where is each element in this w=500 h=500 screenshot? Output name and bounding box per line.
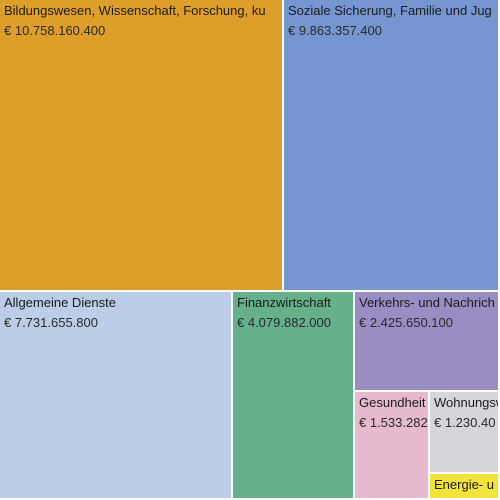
treemap-tile: Bildungswesen, Wissenschaft, Forschung, … (0, 0, 284, 292)
treemap-tile: Gesundheit € 1.533.282 (355, 392, 430, 500)
tile-value: € 2.425.650.100 (359, 315, 453, 330)
tile-value: € 1.533.282 (359, 415, 428, 430)
tile-value: € 4.079.882.000 (237, 315, 331, 330)
treemap-tile: Energie- u (430, 474, 500, 500)
treemap-tile: Allgemeine Dienste € 7.731.655.800 (0, 292, 233, 500)
tile-label: Allgemeine Dienste (4, 295, 117, 310)
treemap-tile: Verkehrs- und Nachrich € 2.425.650.100 (355, 292, 500, 392)
treemap-tile: Soziale Sicherung, Familie und Jug € 9.86… (284, 0, 500, 292)
tile-label: Verkehrs- und Nachrich (359, 295, 495, 310)
tile-value: € 1.230.40 (434, 415, 496, 430)
tile-value: € 10.758.160.400 (4, 23, 106, 38)
tile-label: Gesundheit (359, 395, 426, 410)
treemap-tile: Finanzwirtschaft € 4.079.882.000 (233, 292, 355, 500)
tile-value: € 9.863.357.400 (288, 23, 382, 38)
treemap-tile: Wohnungsw € 1.230.40 (430, 392, 500, 474)
tile-label: Bildungswesen, Wissenschaft, Forschung, … (4, 3, 266, 18)
tile-label: Wohnungsw (434, 395, 500, 410)
tile-value: € 7.731.655.800 (4, 315, 98, 330)
tile-label: Soziale Sicherung, Familie und Jug (288, 3, 492, 18)
tile-label: Energie- u (434, 477, 494, 492)
tile-label: Finanzwirtschaft (237, 295, 331, 310)
